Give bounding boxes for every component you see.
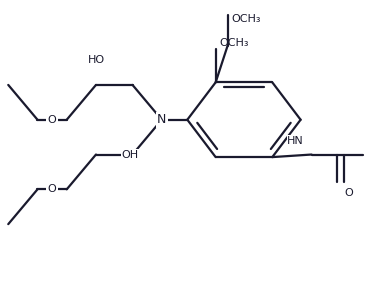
Text: OH: OH bbox=[122, 150, 139, 160]
Text: OCH₃: OCH₃ bbox=[231, 14, 261, 24]
Text: N: N bbox=[157, 113, 167, 126]
Text: HN: HN bbox=[287, 136, 304, 146]
Text: O: O bbox=[48, 184, 56, 194]
Text: O: O bbox=[48, 115, 56, 125]
Text: O: O bbox=[344, 188, 353, 198]
Text: OCH₃: OCH₃ bbox=[219, 37, 249, 47]
Text: HO: HO bbox=[88, 55, 105, 65]
